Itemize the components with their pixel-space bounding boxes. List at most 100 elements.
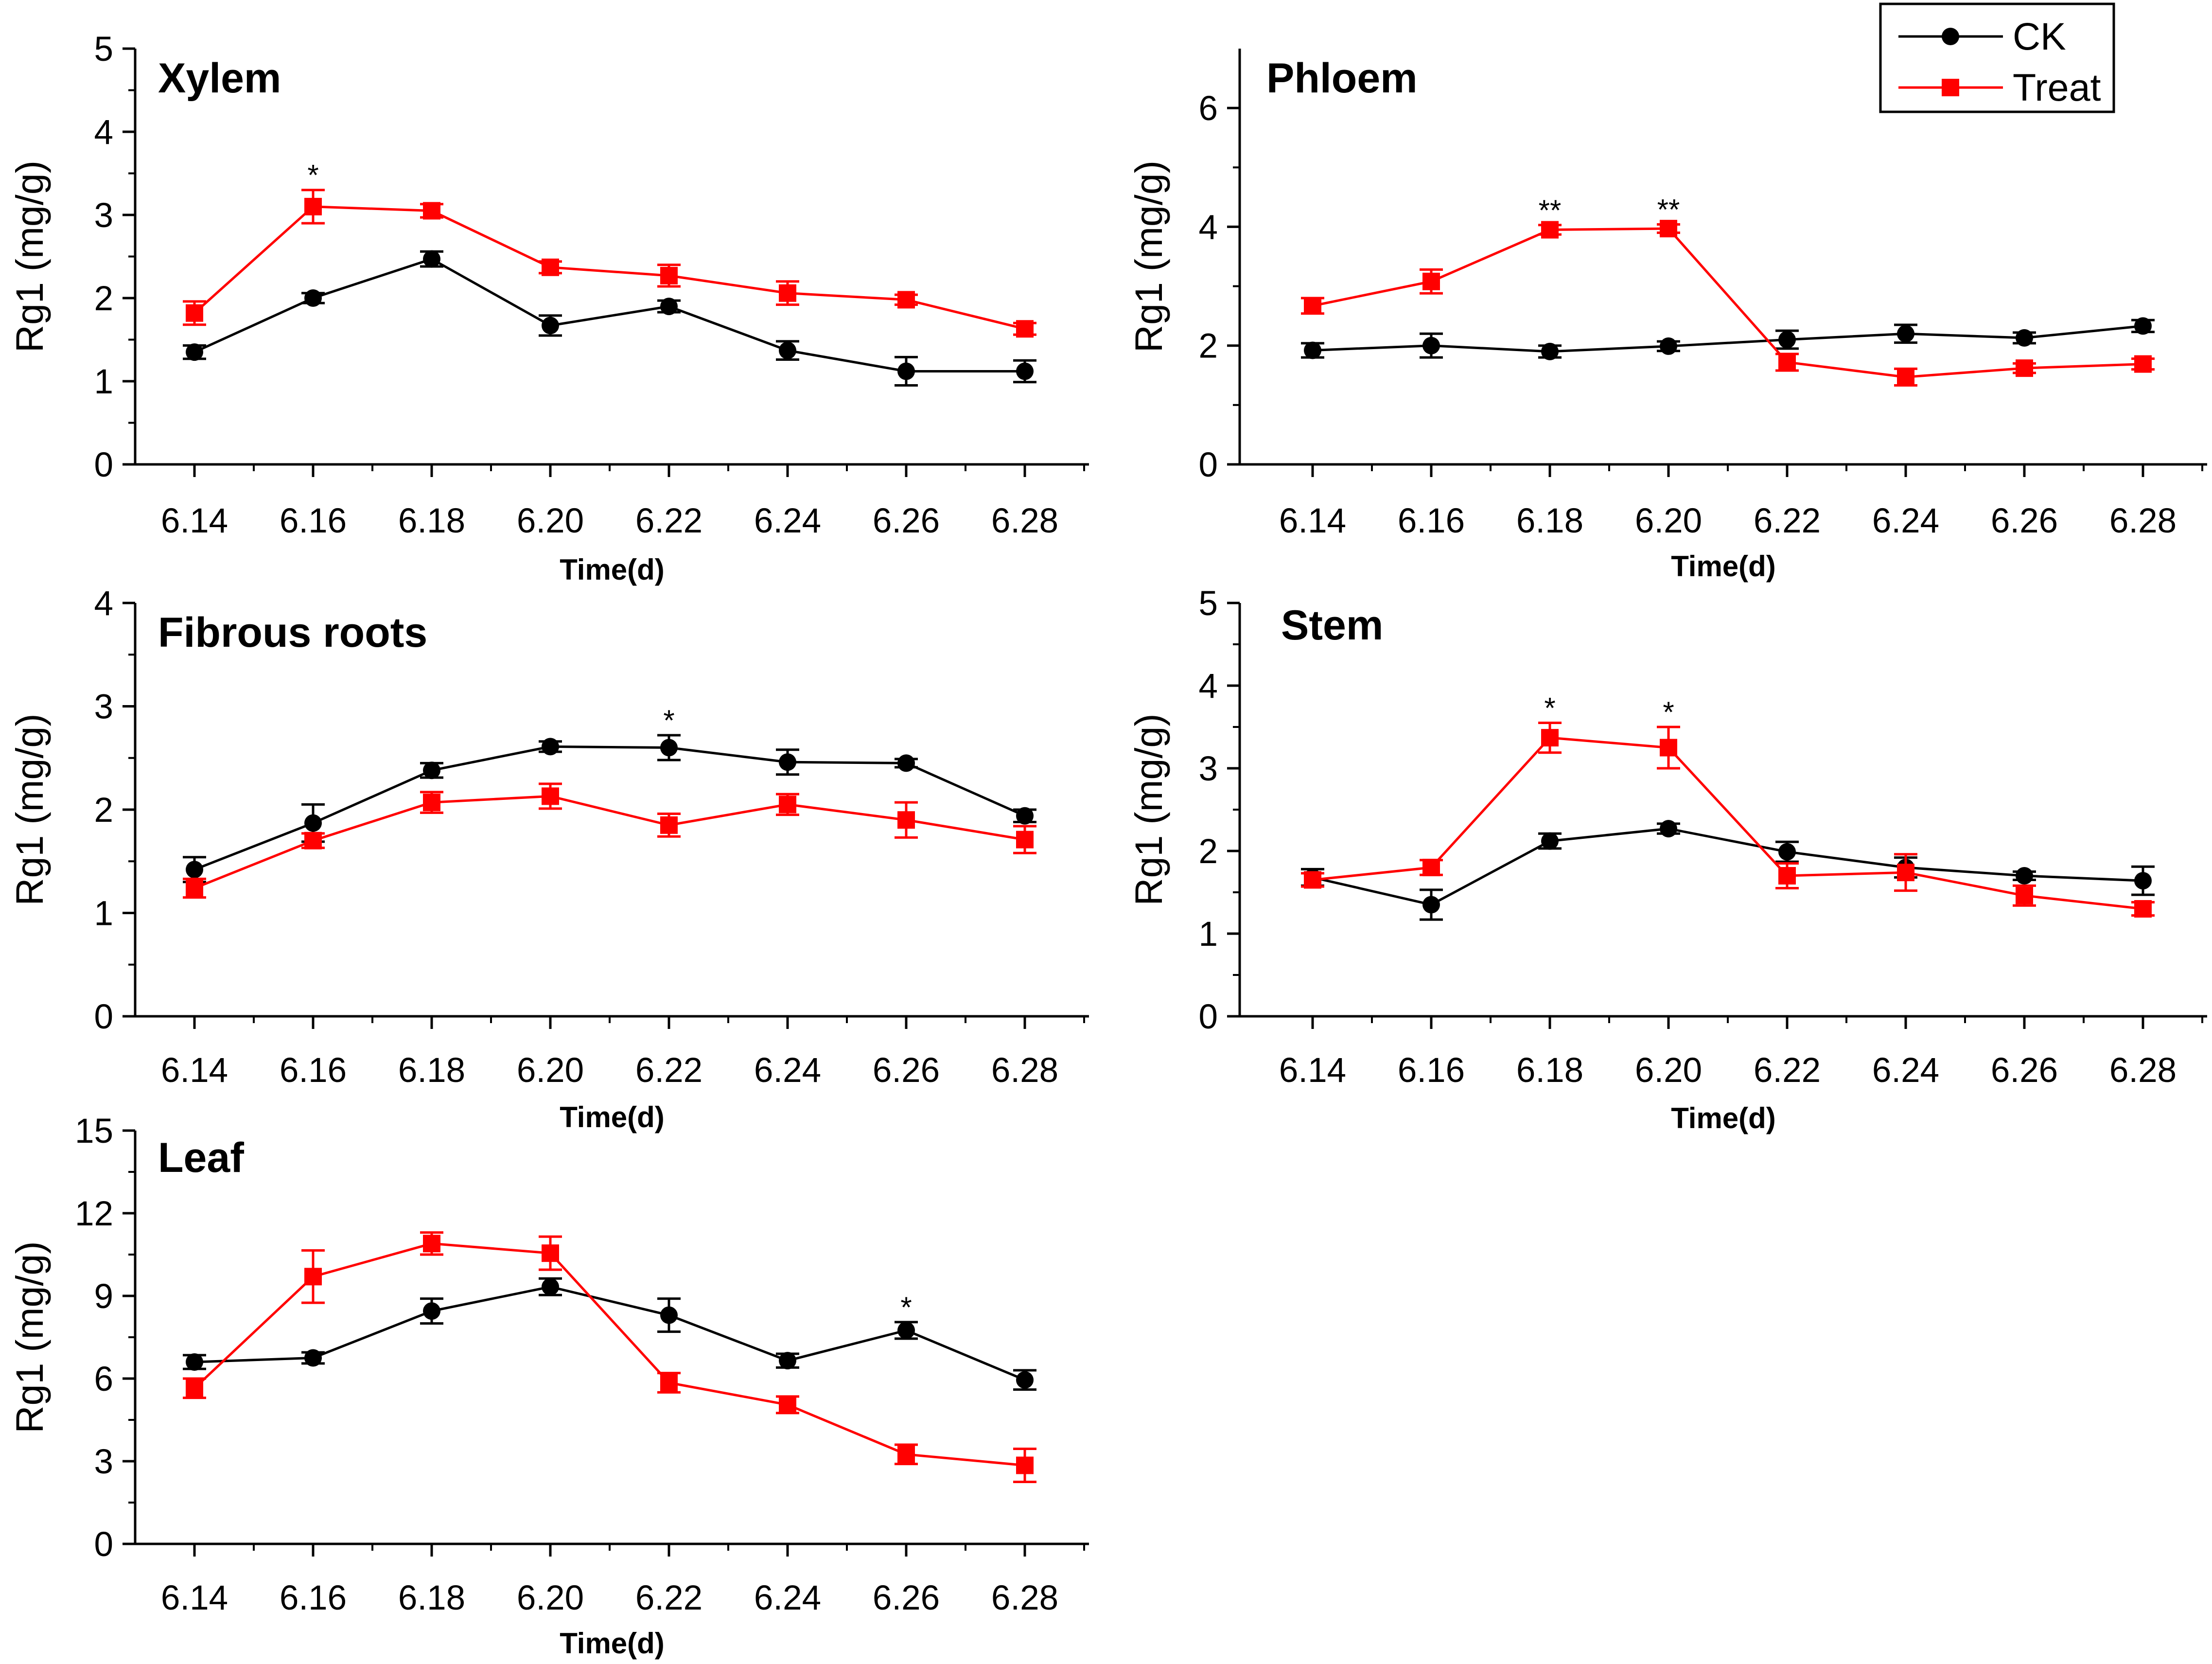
series-ck xyxy=(183,1277,1036,1391)
data-point xyxy=(423,202,440,220)
significance-marker: * xyxy=(900,1291,912,1324)
y-axis-label: Rg1 (mg/g) xyxy=(8,1241,51,1433)
y-axis-label: Rg1 (mg/g) xyxy=(1127,160,1170,353)
data-point xyxy=(186,304,203,322)
x-tick-label: 6.18 xyxy=(398,1051,465,1090)
panel-title: Leaf xyxy=(158,1134,244,1181)
y-tick-label: 4 xyxy=(94,584,114,623)
data-point xyxy=(542,787,559,805)
x-tick-label: 6.26 xyxy=(873,1051,940,1090)
data-point xyxy=(1541,342,1559,360)
data-point xyxy=(779,1396,796,1414)
panel-title: Phloem xyxy=(1266,55,1418,102)
panel-leaf: 0 3 6 9 12 15 6.14 6.16 6.18 6.20 6.22 6.24 6.26 6.28… xyxy=(8,1112,1089,1660)
y-tick-label: 0 xyxy=(94,998,114,1036)
x-tick-label: 6.24 xyxy=(1872,502,1939,540)
significance-marker: * xyxy=(307,159,318,192)
x-tick-label: 6.20 xyxy=(1635,1051,1702,1090)
legend-entry-treat: Treat xyxy=(1898,66,2101,109)
data-point xyxy=(1660,820,1677,838)
y-tick-label: 0 xyxy=(1199,446,1218,484)
data-point xyxy=(1660,220,1677,238)
x-tick-label: 6.16 xyxy=(280,1051,347,1090)
y-tick-label: 3 xyxy=(94,1443,114,1481)
data-point xyxy=(1016,1456,1034,1474)
legend-entry-ck: CK xyxy=(1898,15,2066,58)
y-tick-label: 0 xyxy=(1199,998,1218,1036)
x-tick-label: 6.20 xyxy=(1635,502,1702,540)
series-line xyxy=(193,257,1025,372)
panel-phloem: 0 2 4 6 6.14 6.16 6.18 6.20 6.22 6.24 6.26 6.28 Rg1 … xyxy=(1127,49,2207,583)
panel-title: Fibrous roots xyxy=(158,609,427,656)
data-point xyxy=(1897,325,1914,343)
x-tick-label: 6.22 xyxy=(635,1579,702,1617)
legend: CK Treat xyxy=(1879,2,2115,113)
x-tick-label: 6.26 xyxy=(873,1579,940,1617)
y-tick-label: 2 xyxy=(1199,832,1218,871)
data-point xyxy=(660,816,678,834)
y-tick-label: 4 xyxy=(1199,667,1218,706)
series-treat xyxy=(183,189,1036,338)
x-tick-label: 6.26 xyxy=(1991,502,2058,540)
x-tick-label: 6.26 xyxy=(873,502,940,540)
x-tick-label: 6.14 xyxy=(161,502,228,540)
data-point xyxy=(1778,843,1796,861)
data-point xyxy=(1422,272,1440,290)
series-line xyxy=(194,795,1025,889)
y-axis-label: Rg1 (mg/g) xyxy=(1127,713,1170,905)
y-tick-label: 4 xyxy=(1199,208,1218,247)
data-point xyxy=(542,738,559,756)
data-point xyxy=(1660,337,1677,355)
legend-label: Treat xyxy=(2013,66,2101,109)
data-point xyxy=(423,794,440,812)
data-point xyxy=(2016,886,2033,904)
data-point xyxy=(1778,867,1796,885)
significance-marker: ** xyxy=(1539,194,1562,227)
data-point xyxy=(542,317,559,335)
series-treat xyxy=(183,782,1036,899)
data-point xyxy=(423,761,440,779)
significance-marker: ** xyxy=(1657,194,1680,226)
series-treat xyxy=(183,1231,1036,1483)
data-point xyxy=(660,1374,678,1392)
data-point xyxy=(423,250,440,268)
x-tick-label: 6.28 xyxy=(991,1579,1058,1617)
panel-stem: 0 1 2 3 4 5 6.14 6.16 6.18 6.20 6.22 6.24 6.26 6.28 Rg… xyxy=(1127,584,2207,1134)
x-tick-label: 6.28 xyxy=(991,1051,1058,1090)
data-point xyxy=(1660,739,1677,757)
data-point xyxy=(304,832,322,850)
data-point xyxy=(779,341,796,359)
x-axis-label: Time(d) xyxy=(560,553,665,586)
series-treat xyxy=(1301,722,2155,918)
data-point xyxy=(1304,341,1321,359)
series-line xyxy=(1312,227,2143,378)
data-point xyxy=(1897,864,1914,882)
y-tick-label: 4 xyxy=(94,113,114,152)
x-tick-label: 6.20 xyxy=(517,502,584,540)
data-point xyxy=(897,291,915,309)
data-point xyxy=(1778,331,1796,349)
data-point xyxy=(1016,362,1034,380)
x-tick-label: 6.16 xyxy=(280,1579,347,1617)
y-tick-label: 6 xyxy=(94,1360,114,1398)
data-point xyxy=(660,298,678,316)
data-point xyxy=(186,879,203,897)
data-point xyxy=(897,1445,915,1463)
data-point xyxy=(1778,353,1796,371)
series-line xyxy=(194,1285,1025,1381)
y-tick-label: 5 xyxy=(1199,584,1218,623)
y-tick-label: 3 xyxy=(1199,750,1218,788)
data-point xyxy=(897,811,915,829)
x-tick-label: 6.24 xyxy=(1872,1051,1939,1090)
data-point xyxy=(542,1244,559,1262)
series-line xyxy=(193,1242,1025,1467)
significance-marker: * xyxy=(1544,692,1555,725)
data-point xyxy=(304,1349,322,1367)
panel-xylem: 0 1 2 3 4 5 6.14 6.16 6.18 6.20 6.22 6.24 6.26 6.28 Rg… xyxy=(8,30,1089,586)
data-point xyxy=(423,1235,440,1253)
data-point xyxy=(779,753,796,771)
data-point xyxy=(897,362,915,380)
data-point xyxy=(1897,368,1914,386)
panel-title: Xylem xyxy=(158,55,281,102)
